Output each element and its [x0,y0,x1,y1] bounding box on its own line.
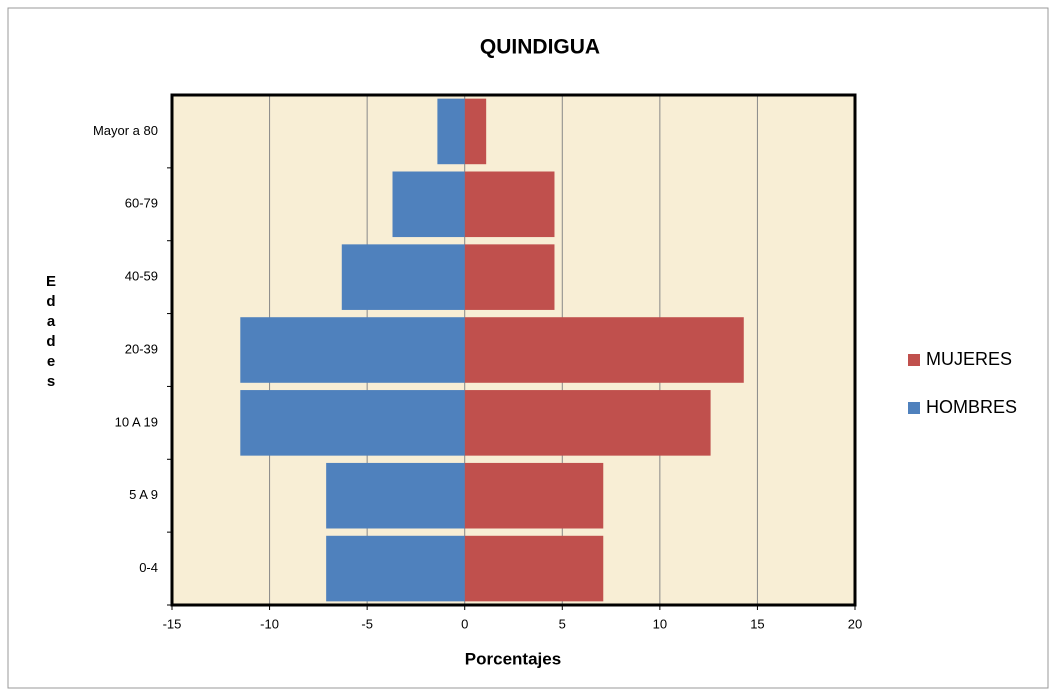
y-tick-label: Mayor a 80 [93,123,158,138]
y-axis-label: Edades [45,273,56,390]
x-tick-label: 0 [461,616,468,631]
chart-title: QUINDIGUA [480,36,600,59]
y-tick-label: 20-39 [125,341,158,356]
bar [326,462,465,529]
plot-border [170,93,857,607]
x-tick-label: -5 [361,616,373,631]
legend-swatch [908,402,920,414]
x-axis-label: Porcentajes [465,649,561,668]
bar [464,98,487,165]
bar [341,244,465,310]
bar [240,390,465,456]
y-tick-label: 10 A 19 [115,414,158,429]
bar [437,98,465,165]
x-tick-label: 5 [559,616,566,631]
x-tick-label: -10 [260,616,279,631]
x-tick-label: 20 [848,616,862,631]
x-tick-label: 15 [750,616,764,631]
y-tick-label: 5 A 9 [129,487,158,502]
y-tick-label: 60-79 [125,196,158,211]
legend-label: HOMBRES [926,397,1017,417]
x-tick-label: -15 [163,616,182,631]
y-tick-label: 40-59 [125,269,158,284]
legend-label: MUJERES [926,349,1012,369]
bar [240,317,465,383]
bar [464,244,555,310]
bar [326,535,465,602]
bar [392,171,465,238]
bar [464,535,604,602]
bar [464,171,555,238]
legend-swatch [908,354,920,366]
x-tick-label: 10 [653,616,667,631]
bar [464,390,711,456]
y-tick-label: 0-4 [139,560,158,575]
bar [464,462,604,529]
bar [464,317,744,383]
